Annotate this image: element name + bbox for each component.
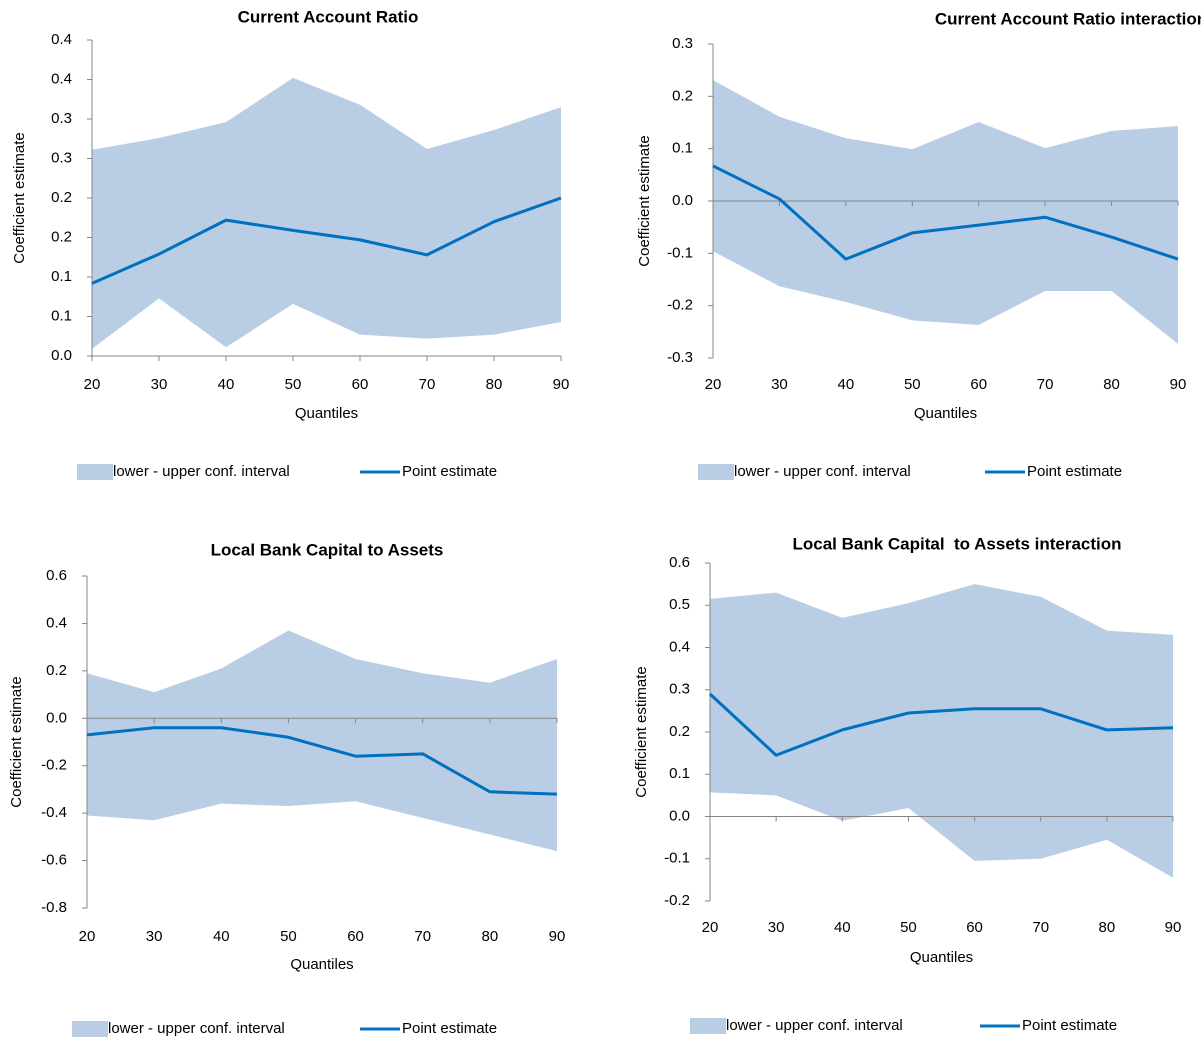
y-tick-label: 0.3	[672, 35, 693, 52]
x-tick-label: 70	[1032, 919, 1049, 936]
x-tick-label: 20	[84, 376, 101, 393]
y-tick-label: 0.1	[669, 765, 690, 782]
point-estimate-line	[712, 164, 1179, 261]
y-tick-label: 0.4	[51, 31, 72, 48]
x-tick-label: 90	[1165, 919, 1182, 936]
y-tick-label: 0.6	[46, 567, 67, 584]
y-tick-label: 0.0	[672, 192, 693, 209]
x-tick-label: 40	[838, 376, 855, 393]
x-tick-label: 30	[151, 376, 168, 393]
x-tick-label: 60	[347, 928, 364, 945]
y-tick-label: 0.4	[669, 638, 690, 655]
y-tick-label: 0.3	[51, 110, 72, 127]
y-tick-label: 0.3	[51, 149, 72, 166]
chart-title: Current Account Ratio	[238, 7, 419, 26]
legend-label: Point estimate	[402, 1020, 497, 1037]
legend-swatch	[77, 464, 113, 480]
x-axis-label: Quantiles	[290, 956, 353, 973]
x-tick-label: 80	[482, 928, 499, 945]
y-tick-label: 0.0	[46, 709, 67, 726]
y-tick-label: -0.4	[41, 804, 67, 821]
y-axis-label: Coefficient estimate	[633, 666, 650, 797]
chart-title: Local Bank Capital to Assets	[211, 540, 444, 559]
y-tick-label: 0.2	[51, 228, 72, 245]
y-tick-label: 0.0	[669, 807, 690, 824]
y-tick-label: 0.6	[669, 554, 690, 571]
y-tick-label: -0.1	[664, 850, 690, 867]
x-axis-label: Quantiles	[295, 405, 358, 422]
x-tick-label: 70	[414, 928, 431, 945]
y-tick-label: 0.5	[669, 596, 690, 613]
x-tick-label: 50	[900, 919, 917, 936]
y-tick-label: -0.2	[664, 892, 690, 909]
x-tick-label: 20	[705, 376, 722, 393]
y-axis-label: Coefficient estimate	[636, 135, 653, 266]
y-tick-label: 0.1	[51, 268, 72, 285]
x-axis-label: Quantiles	[910, 949, 973, 966]
y-tick-label: -0.2	[667, 297, 693, 314]
y-axis-label: Coefficient estimate	[11, 132, 28, 263]
x-tick-label: 70	[1037, 376, 1054, 393]
x-tick-label: 30	[146, 928, 163, 945]
x-tick-label: 60	[970, 376, 987, 393]
y-tick-label: -0.3	[667, 349, 693, 366]
legend-swatch	[690, 1018, 726, 1034]
x-tick-label: 30	[771, 376, 788, 393]
x-tick-label: 80	[1099, 919, 1116, 936]
y-tick-label: 0.2	[672, 87, 693, 104]
y-tick-label: -0.8	[41, 899, 67, 916]
legend-label: Point estimate	[1027, 463, 1122, 480]
x-tick-label: 90	[1170, 376, 1187, 393]
x-tick-label: 40	[834, 919, 851, 936]
y-tick-label: 0.2	[669, 723, 690, 740]
point-estimate-line	[708, 692, 1174, 757]
y-tick-label: 0.4	[51, 70, 72, 87]
x-tick-label: 80	[1103, 376, 1120, 393]
y-tick-label: -0.1	[667, 244, 693, 261]
point-estimate-line	[86, 726, 558, 796]
chart-title: Current Account Ratio interaction	[935, 9, 1201, 28]
x-tick-label: 50	[904, 376, 921, 393]
y-tick-label: 0.2	[51, 189, 72, 206]
x-tick-label: 90	[549, 928, 566, 945]
x-tick-label: 20	[702, 919, 719, 936]
legend-label: lower - upper conf. interval	[113, 463, 290, 480]
legend-label: Point estimate	[402, 463, 497, 480]
y-axis-label: Coefficient estimate	[8, 676, 25, 807]
x-tick-label: 40	[213, 928, 230, 945]
x-tick-label: 70	[419, 376, 436, 393]
y-tick-label: 0.3	[669, 681, 690, 698]
y-tick-label: 0.1	[672, 140, 693, 157]
x-tick-label: 30	[768, 919, 785, 936]
x-tick-label: 20	[79, 928, 96, 945]
x-tick-label: 50	[285, 376, 302, 393]
point-estimate-line	[91, 196, 562, 285]
legend-swatch	[72, 1021, 108, 1037]
legend-label: lower - upper conf. interval	[726, 1017, 903, 1034]
confidence-band	[713, 80, 1178, 344]
x-tick-label: 40	[218, 376, 235, 393]
y-tick-label: 0.0	[51, 347, 72, 364]
confidence-band	[87, 630, 557, 852]
chart-title: Local Bank Capital to Assets interaction	[792, 534, 1121, 553]
x-tick-label: 50	[280, 928, 297, 945]
x-tick-label: 90	[553, 376, 570, 393]
y-tick-label: 0.2	[46, 662, 67, 679]
y-tick-label: -0.6	[41, 852, 67, 869]
legend-label: Point estimate	[1022, 1017, 1117, 1034]
confidence-band	[92, 77, 561, 349]
confidence-band	[710, 584, 1173, 878]
y-tick-label: 0.1	[51, 307, 72, 324]
y-tick-label: 0.4	[46, 614, 67, 631]
x-tick-label: 80	[486, 376, 503, 393]
x-axis-label: Quantiles	[914, 405, 977, 422]
legend-label: lower - upper conf. interval	[108, 1020, 285, 1037]
legend-label: lower - upper conf. interval	[734, 463, 911, 480]
x-tick-label: 60	[352, 376, 369, 393]
legend-swatch	[698, 464, 734, 480]
y-tick-label: -0.2	[41, 757, 67, 774]
x-tick-label: 60	[966, 919, 983, 936]
